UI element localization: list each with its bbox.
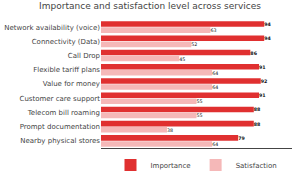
svg-text:92: 92	[261, 79, 268, 84]
svg-text:86: 86	[250, 51, 257, 56]
svg-text:Call Drop: Call Drop	[68, 52, 101, 60]
svg-text:Importance: Importance	[151, 162, 191, 170]
svg-text:64: 64	[212, 85, 218, 90]
svg-text:Importance and satisfaction le: Importance and satisfaction level across…	[39, 1, 261, 11]
svg-text:Nearby physical stores: Nearby physical stores	[20, 137, 100, 145]
svg-text:45: 45	[179, 57, 185, 62]
svg-text:64: 64	[212, 71, 218, 76]
svg-text:Network availability (voice): Network availability (voice)	[4, 24, 100, 32]
svg-text:Customer care support: Customer care support	[20, 95, 101, 103]
svg-text:94: 94	[264, 36, 271, 41]
svg-text:55: 55	[197, 99, 203, 104]
svg-text:79: 79	[238, 136, 245, 141]
svg-text:Connectivity (Data): Connectivity (Data)	[32, 38, 101, 46]
svg-text:94: 94	[264, 22, 271, 27]
svg-text:91: 91	[259, 93, 266, 98]
svg-text:64: 64	[212, 142, 218, 147]
svg-text:Telecom bill roaming: Telecom bill roaming	[27, 109, 100, 117]
svg-text:55: 55	[197, 113, 203, 118]
svg-text:88: 88	[254, 122, 261, 127]
svg-text:63: 63	[210, 28, 216, 33]
svg-text:38: 38	[167, 128, 173, 133]
svg-text:Satisfaction: Satisfaction	[236, 162, 277, 170]
svg-text:Flexible tariff plans: Flexible tariff plans	[33, 66, 100, 74]
svg-text:Value for money: Value for money	[43, 80, 100, 88]
svg-text:88: 88	[254, 107, 261, 112]
svg-text:91: 91	[259, 65, 266, 70]
svg-text:52: 52	[191, 42, 197, 47]
svg-text:Prompt documentation: Prompt documentation	[20, 123, 100, 131]
